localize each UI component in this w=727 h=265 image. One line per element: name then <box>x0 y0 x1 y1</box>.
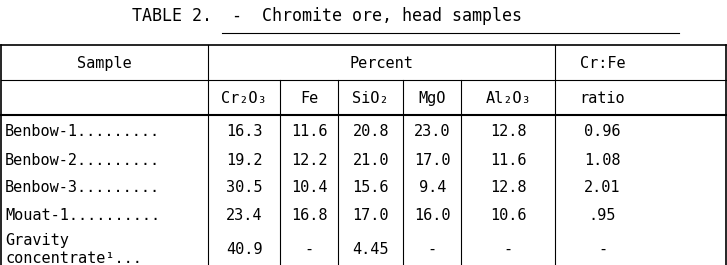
Text: -: - <box>598 242 607 257</box>
Text: 20.8: 20.8 <box>353 124 389 139</box>
Text: Cr₂O₃: Cr₂O₃ <box>221 91 267 106</box>
Text: 11.6: 11.6 <box>490 153 526 168</box>
Text: 11.6: 11.6 <box>291 124 327 139</box>
Text: SiO₂: SiO₂ <box>353 91 389 106</box>
Text: 17.0: 17.0 <box>353 208 389 223</box>
Text: -: - <box>504 242 513 257</box>
Text: 2.01: 2.01 <box>585 180 621 195</box>
Text: Gravity
concentrate¹...: Gravity concentrate¹... <box>5 233 142 265</box>
Text: 4.45: 4.45 <box>353 242 389 257</box>
Text: 0.96: 0.96 <box>585 124 621 139</box>
Text: 16.3: 16.3 <box>226 124 262 139</box>
Text: 16.8: 16.8 <box>291 208 327 223</box>
Text: MgO: MgO <box>419 91 446 106</box>
Text: Sample: Sample <box>77 56 132 71</box>
Text: 10.6: 10.6 <box>490 208 526 223</box>
Text: 40.9: 40.9 <box>226 242 262 257</box>
Text: 17.0: 17.0 <box>414 153 451 168</box>
Text: 9.4: 9.4 <box>419 180 446 195</box>
Text: ratio: ratio <box>579 91 625 106</box>
Text: Benbow-2.........: Benbow-2......... <box>5 153 160 168</box>
Text: 10.4: 10.4 <box>291 180 327 195</box>
Text: 19.2: 19.2 <box>226 153 262 168</box>
Text: Percent: Percent <box>350 56 414 71</box>
Text: 23.0: 23.0 <box>414 124 451 139</box>
Text: 12.2: 12.2 <box>291 153 327 168</box>
Text: Fe: Fe <box>300 91 318 106</box>
Text: Cr:Fe: Cr:Fe <box>579 56 625 71</box>
Text: Benbow-1.........: Benbow-1......... <box>5 124 160 139</box>
Text: 12.8: 12.8 <box>490 180 526 195</box>
Text: 21.0: 21.0 <box>353 153 389 168</box>
Text: Mouat-1..........: Mouat-1.......... <box>5 208 160 223</box>
Text: -: - <box>305 242 314 257</box>
Text: 23.4: 23.4 <box>226 208 262 223</box>
Text: .95: .95 <box>589 208 616 223</box>
Text: Al₂O₃: Al₂O₃ <box>486 91 531 106</box>
Text: -: - <box>427 242 437 257</box>
Text: 1.08: 1.08 <box>585 153 621 168</box>
Text: 12.8: 12.8 <box>490 124 526 139</box>
Text: 15.6: 15.6 <box>353 180 389 195</box>
Text: 30.5: 30.5 <box>226 180 262 195</box>
Text: 16.0: 16.0 <box>414 208 451 223</box>
Text: TABLE 2.  -  Chromite ore, head samples: TABLE 2. - Chromite ore, head samples <box>132 7 522 25</box>
Text: Benbow-3.........: Benbow-3......... <box>5 180 160 195</box>
